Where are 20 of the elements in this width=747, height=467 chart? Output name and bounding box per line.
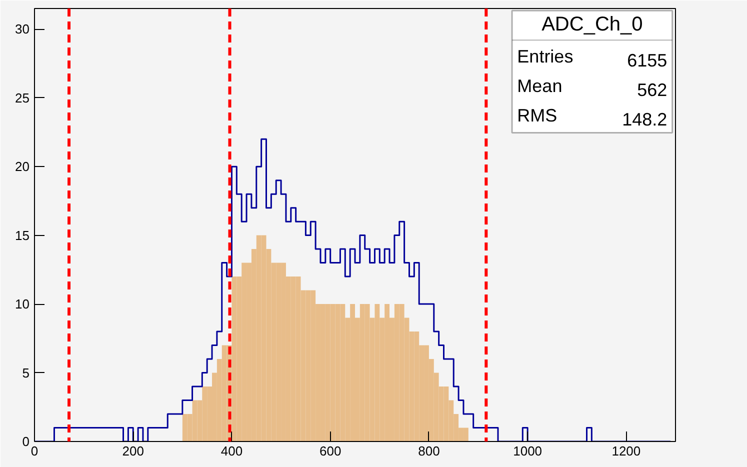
annotation: Entries	[517, 46, 574, 67]
y-tick-label: 30	[15, 22, 30, 37]
annotation: 148.2	[622, 109, 668, 130]
annotation: Mean	[517, 76, 562, 96]
x-tick-label: 600	[320, 444, 342, 458]
y-tick-label: 0	[22, 434, 30, 449]
x-tick-label: 1200	[612, 444, 641, 458]
x-tick-label: 1000	[513, 444, 542, 458]
y-tick-label: 20	[15, 159, 30, 174]
y-tick-label: 5	[22, 365, 30, 380]
annotation: 6155	[627, 50, 668, 71]
x-tick-label: 200	[122, 444, 144, 458]
y-tick-label: 25	[15, 90, 30, 106]
x-tick-label: 800	[418, 444, 440, 458]
annotation: 562	[637, 80, 668, 100]
x-tick-label: 400	[220, 444, 243, 458]
chart-title: ADC_Ch_0	[542, 14, 643, 36]
annotation: RMS	[517, 105, 558, 126]
y-tick-label: 15	[15, 228, 30, 243]
y-tick-label: 10	[15, 296, 30, 312]
